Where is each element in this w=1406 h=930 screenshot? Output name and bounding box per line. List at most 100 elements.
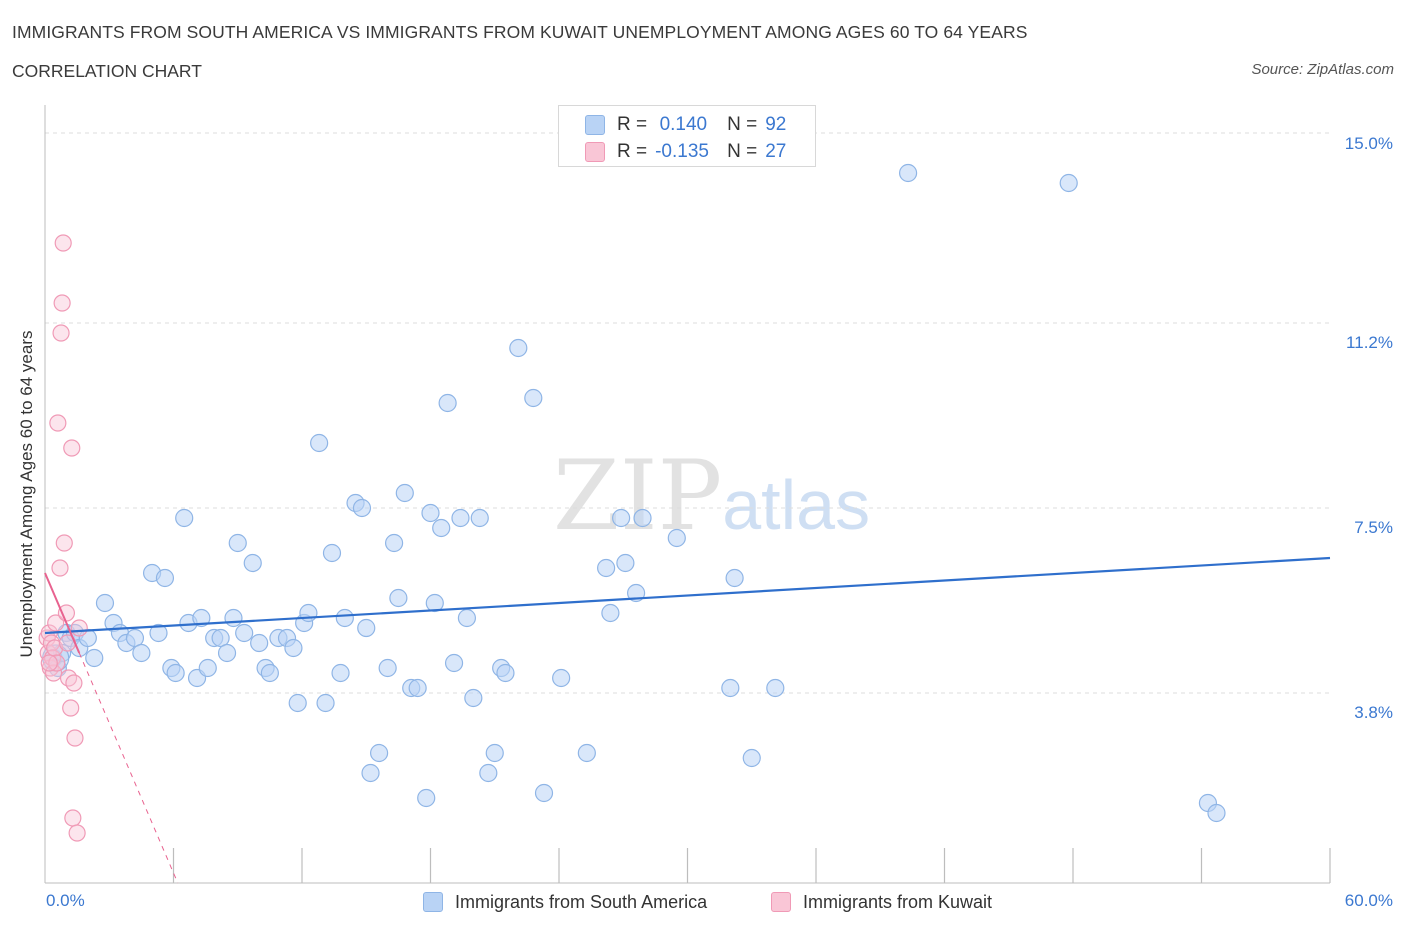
chart-subtitle: CORRELATION CHART [12, 61, 202, 81]
south-america-point [335, 608, 354, 628]
south-america-swatch [585, 115, 605, 135]
kuwait-point [64, 809, 82, 827]
chart-title: IMMIGRANTS FROM SOUTH AMERICA VS IMMIGRA… [12, 22, 1028, 42]
south-america-point [421, 503, 440, 523]
south-america-point [224, 608, 243, 628]
south-america-point [432, 518, 451, 538]
south-america-point [425, 593, 444, 613]
south-america-point [389, 588, 408, 608]
south-america-point [496, 663, 515, 683]
south-america-trendline [44, 556, 1331, 635]
south-america-point [357, 618, 376, 638]
y-tick-label: 7.5% [1354, 518, 1393, 537]
south-america-point [766, 678, 785, 698]
y-tick-label: 3.8% [1354, 703, 1393, 722]
kuwait-point [52, 324, 70, 342]
south-america-point [1207, 803, 1226, 823]
south-america-point [725, 568, 744, 588]
south-america-point [250, 633, 269, 653]
y-axis-label: Unemployment Among Ages 60 to 64 years [17, 330, 36, 658]
south-america-point [155, 568, 175, 588]
south-america-point [192, 608, 211, 628]
watermark-atlas: atlas [722, 466, 871, 544]
kuwait-point [62, 699, 80, 717]
south-america-point [601, 603, 620, 623]
south-america-point [451, 508, 470, 528]
legend-r-label: R = [617, 141, 648, 162]
south-america-point [228, 533, 247, 553]
south-america-point [284, 638, 303, 658]
south-america-point [85, 648, 104, 668]
south-america-point [166, 663, 185, 683]
y-tick-label: 11.2% [1346, 333, 1393, 352]
south-america-point [288, 693, 307, 713]
south-america-point [667, 528, 686, 548]
south-america-point [721, 678, 740, 698]
south-america-point [633, 508, 652, 528]
south-america-point [898, 163, 918, 183]
south-america-point [742, 748, 761, 768]
south-america-point [470, 508, 489, 528]
south-america-point [464, 688, 483, 708]
kuwait-point [54, 234, 72, 252]
south-america-point [509, 338, 528, 358]
kuwait-point [51, 559, 69, 577]
south-america-point [331, 663, 350, 683]
source-label: Source: ZipAtlas.com [1251, 61, 1394, 78]
south-america-point [597, 558, 616, 578]
south-america-point [132, 643, 151, 663]
kuwait-point [55, 534, 73, 552]
south-america-point [384, 533, 404, 553]
south-america-point [485, 743, 504, 763]
legend-r-value: -0.135 [655, 141, 709, 162]
bottom-legend-label: Immigrants from Kuwait [803, 891, 993, 912]
bottom-legend-label: Immigrants from South America [455, 891, 708, 912]
south-america-point [175, 508, 194, 528]
south-america-point [378, 658, 397, 678]
south-america-point [438, 393, 457, 413]
south-america-point [125, 628, 145, 648]
south-america-point [316, 693, 335, 713]
south-america-point [395, 483, 414, 503]
south-america-point [1059, 173, 1078, 193]
bottom-legend-kuwait: Immigrants from Kuwait [771, 890, 992, 914]
legend-n-label: N = [727, 141, 758, 162]
kuwait-swatch [771, 892, 791, 912]
kuwait-trendline-dashed [78, 652, 179, 884]
kuwait-point [46, 639, 64, 657]
south-america-point [616, 553, 635, 573]
legend-r-label: R = [617, 114, 648, 135]
watermark-zip: ZIP [553, 440, 723, 552]
kuwait-trendline-solid [44, 572, 81, 654]
legend-row-kuwait: R = -0.135 N = 27 [585, 139, 786, 165]
kuwait-point [65, 674, 83, 692]
south-america-point [260, 663, 279, 683]
legend-r-value: 0.140 [659, 114, 708, 135]
south-america-point [524, 388, 543, 408]
south-america-point [198, 658, 217, 678]
kuwait-point [66, 729, 84, 747]
kuwait-point [40, 654, 58, 672]
correlation-legend: R = 0.140 N = 92 R = -0.135 N = 27 [558, 105, 816, 167]
kuwait-point [47, 614, 65, 632]
south-america-point [235, 623, 254, 643]
x-tick-max: 60.0% [1344, 891, 1393, 910]
kuwait-point [59, 669, 78, 687]
kuwait-swatch [585, 142, 605, 162]
south-america-point [211, 628, 230, 648]
zipatlas-watermark: ZIPatlas [553, 440, 870, 552]
bottom-legend-south-america: Immigrants from South America [423, 890, 707, 914]
south-america-point [243, 553, 262, 573]
kuwait-point [70, 619, 88, 637]
south-america-point [322, 543, 342, 563]
south-america-point [217, 643, 237, 663]
south-america-point [352, 498, 372, 518]
south-america-point [612, 508, 631, 528]
legend-n-value: 27 [765, 141, 787, 162]
south-america-point [149, 623, 168, 643]
legend-n-value: 92 [765, 114, 787, 135]
south-america-point [552, 668, 571, 688]
kuwait-point [49, 414, 67, 432]
south-america-point [417, 788, 436, 808]
